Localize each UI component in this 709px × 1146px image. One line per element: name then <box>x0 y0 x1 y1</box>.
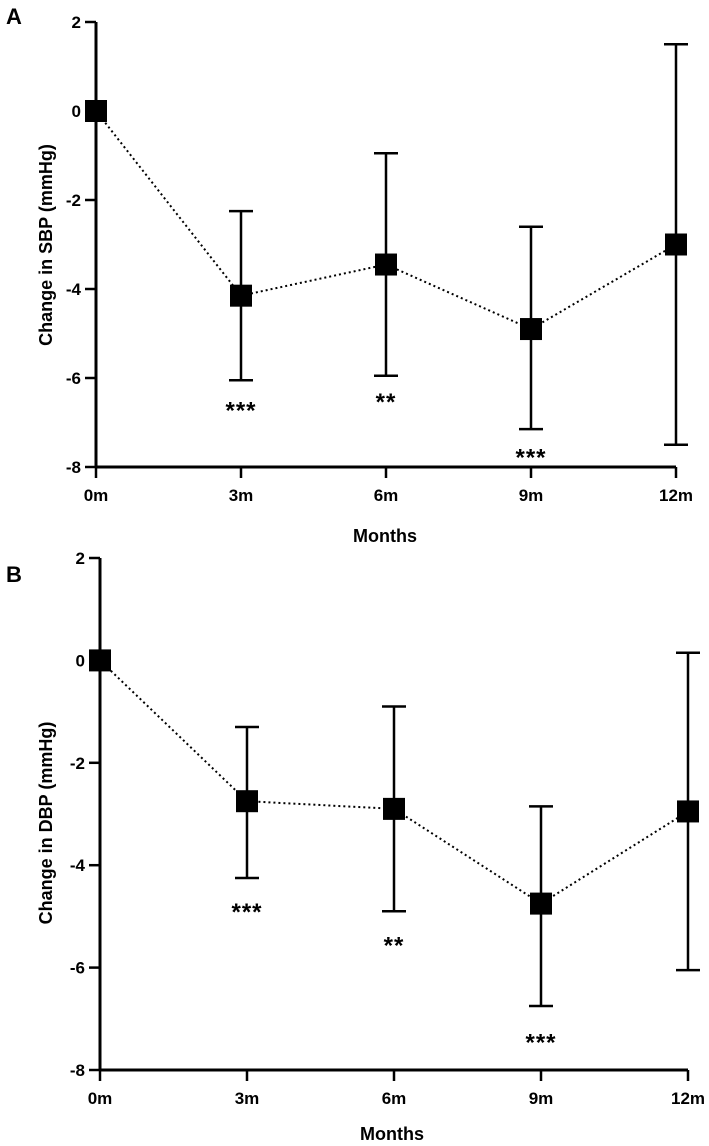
y-tick-label: 2 <box>76 549 85 568</box>
data-point <box>375 253 397 276</box>
data-point <box>665 233 687 256</box>
y-tick-label: -6 <box>70 959 85 978</box>
y-axis-title: Change in SBP (mmHg) <box>36 144 56 346</box>
y-tick-label: -2 <box>70 754 85 773</box>
significance-label: ** <box>376 389 397 416</box>
significance-label: *** <box>515 444 546 471</box>
data-point <box>89 649 111 672</box>
x-tick-label: 6m <box>382 1089 407 1108</box>
y-tick-label: -8 <box>66 458 81 477</box>
y-tick-label: 0 <box>76 651 85 670</box>
x-tick-label: 0m <box>84 486 109 505</box>
plot-area: ******** <box>89 649 700 1057</box>
y-tick-label: -8 <box>70 1061 85 1080</box>
data-point <box>520 318 542 341</box>
y-tick-label: -2 <box>66 191 81 210</box>
x-tick-label: 3m <box>229 486 254 505</box>
x-tick-label: 6m <box>374 486 399 505</box>
x-tick-label: 12m <box>671 1089 705 1108</box>
significance-label: *** <box>225 398 256 425</box>
significance-label: *** <box>525 1030 556 1057</box>
plot-area: ******** <box>85 43 688 471</box>
x-axis-title: Months <box>353 526 417 546</box>
data-point <box>230 284 252 307</box>
axes: 2 0 -2 -4 -6 -80m 3m 6m 9m 12m <box>66 13 693 505</box>
y-tick-label: 2 <box>72 13 81 32</box>
y-axis-title: Change in DBP (mmHg) <box>36 722 56 925</box>
data-point <box>85 100 107 122</box>
data-point <box>383 797 405 820</box>
x-tick-label: 3m <box>235 1089 260 1108</box>
panel-b: B Change in DBP (mmHg) Months 2 0 -2 -4 -6 -8… <box>6 549 705 1144</box>
x-tick-label: 9m <box>529 1089 554 1108</box>
y-tick-label: -4 <box>70 856 86 875</box>
data-point <box>236 790 258 813</box>
y-tick-label: 0 <box>72 102 81 121</box>
significance-label: ** <box>384 932 405 959</box>
x-axis-title: Months <box>360 1124 424 1144</box>
panel-a: A Change in SBP (mmHg) Months 2 0 -2 -4 -6 -8… <box>6 4 693 546</box>
panel-label: B <box>6 562 22 587</box>
x-tick-label: 9m <box>519 486 544 505</box>
axes: 2 0 -2 -4 -6 -80m 3m 6m 9m 12m <box>70 549 705 1108</box>
significance-label: *** <box>231 899 262 926</box>
series-line <box>95 110 677 331</box>
x-tick-label: 12m <box>659 486 693 505</box>
data-point <box>530 892 552 915</box>
y-tick-label: -6 <box>66 369 81 388</box>
panel-label: A <box>6 4 22 29</box>
y-tick-label: -4 <box>66 280 82 299</box>
x-tick-label: 0m <box>88 1089 113 1108</box>
data-point <box>677 800 699 823</box>
